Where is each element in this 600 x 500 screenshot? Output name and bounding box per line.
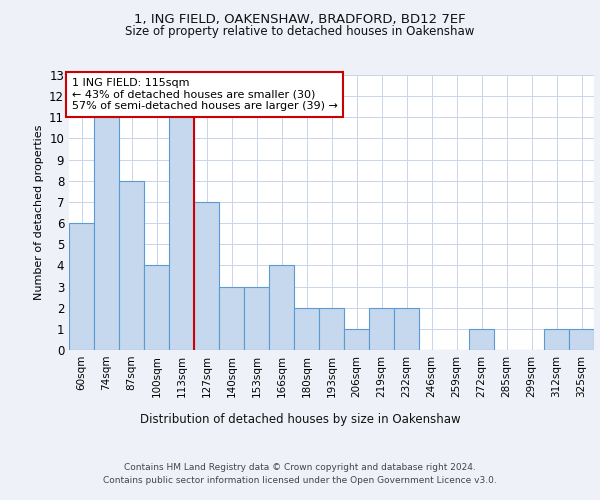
Bar <box>369 308 394 350</box>
Bar <box>344 329 369 350</box>
Bar <box>569 329 594 350</box>
Text: 1 ING FIELD: 115sqm
← 43% of detached houses are smaller (30)
57% of semi-detach: 1 ING FIELD: 115sqm ← 43% of detached ho… <box>71 78 337 111</box>
Bar <box>219 286 244 350</box>
Bar <box>244 286 269 350</box>
Bar <box>269 266 294 350</box>
Bar <box>194 202 219 350</box>
Bar <box>544 329 569 350</box>
Text: Contains public sector information licensed under the Open Government Licence v3: Contains public sector information licen… <box>103 476 497 485</box>
Bar <box>94 118 119 350</box>
Bar <box>119 181 144 350</box>
Text: 1, ING FIELD, OAKENSHAW, BRADFORD, BD12 7EF: 1, ING FIELD, OAKENSHAW, BRADFORD, BD12 … <box>134 12 466 26</box>
Bar <box>394 308 419 350</box>
Bar <box>294 308 319 350</box>
Bar <box>69 223 94 350</box>
Bar <box>144 266 169 350</box>
Text: Distribution of detached houses by size in Oakenshaw: Distribution of detached houses by size … <box>140 412 460 426</box>
Bar <box>319 308 344 350</box>
Bar <box>469 329 494 350</box>
Text: Contains HM Land Registry data © Crown copyright and database right 2024.: Contains HM Land Registry data © Crown c… <box>124 462 476 471</box>
Text: Size of property relative to detached houses in Oakenshaw: Size of property relative to detached ho… <box>125 25 475 38</box>
Y-axis label: Number of detached properties: Number of detached properties <box>34 125 44 300</box>
Bar <box>169 118 194 350</box>
